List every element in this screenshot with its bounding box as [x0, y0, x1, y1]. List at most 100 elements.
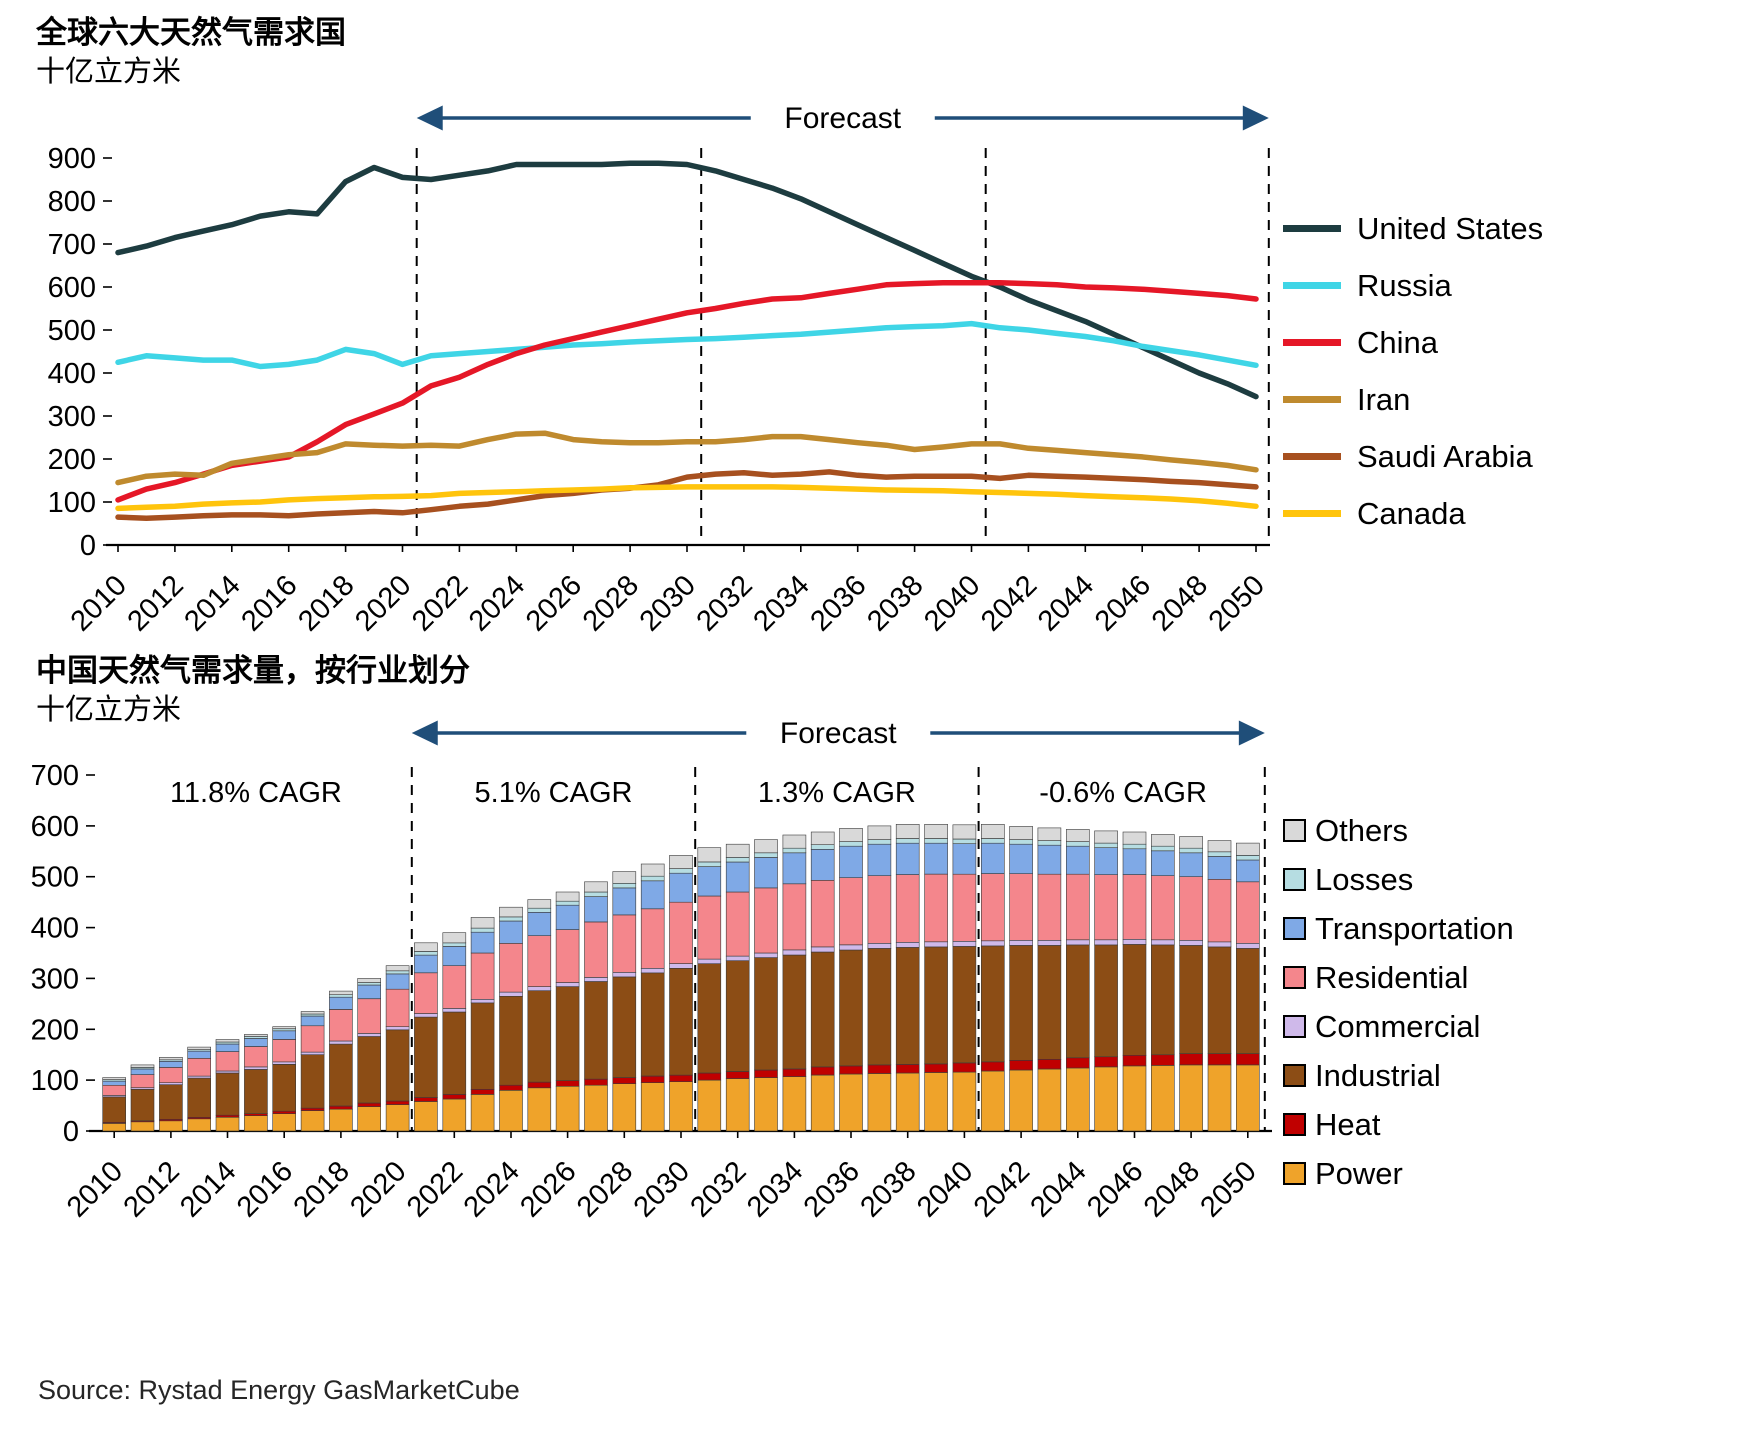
bar-segment-others [725, 843, 750, 858]
bar-segment-losses [1094, 842, 1118, 849]
x-tick-label: 2048 [1146, 569, 1214, 637]
series-lines [115, 160, 1259, 522]
top-chart-header: 全球六大天然气需求国 十亿立方米 [36, 14, 346, 89]
losses-color-swatch [1283, 868, 1306, 891]
bar-segment-transportation [1207, 856, 1232, 880]
bar-segment-residential [1207, 879, 1232, 943]
bar-segment-industrial [810, 951, 835, 1068]
bar-segment-others [300, 1011, 325, 1015]
bar-segment-others [130, 1064, 155, 1068]
y-tick-label: 500 [31, 862, 79, 894]
bar-segment-others [980, 824, 1005, 839]
bar-segment-commercial [555, 982, 580, 987]
legend-item-residential: Residential [1283, 953, 1514, 1002]
y-tick-label: 300 [48, 401, 96, 433]
top-chart-title: 全球六大天然气需求国 [36, 15, 346, 51]
bar-segment-industrial [1037, 945, 1062, 1060]
forecast-right-arrowhead [1242, 105, 1269, 131]
bar-segment-commercial [215, 1070, 240, 1074]
bar-segment-losses [1037, 840, 1062, 846]
bar-segment-others [555, 891, 580, 902]
stacked-bar-chart: Forecast01002003004005006007002010201220… [31, 717, 1272, 1224]
bar-segment-commercial [442, 1008, 467, 1013]
bar-segment-commercial [952, 941, 977, 947]
x-tick-label: 2034 [748, 569, 816, 637]
x-axis: 2010201220142016201820202022202420262028… [65, 543, 1271, 638]
bar-segment-others [499, 906, 523, 918]
bar-segment-others [754, 839, 778, 854]
bar-segment-transportation [1066, 845, 1090, 875]
bar-segment-power [725, 1078, 750, 1132]
bar-segment-power [1122, 1065, 1147, 1132]
bar-segment-losses [782, 847, 807, 854]
bar-segment-commercial [1066, 939, 1090, 946]
bar-segment-power [159, 1120, 183, 1132]
bar-segment-industrial [697, 963, 722, 1074]
bar-segment-heat [584, 1078, 608, 1086]
x-tick-label: 2010 [61, 1155, 129, 1223]
bar-segment-power [1179, 1064, 1203, 1132]
bar-segment-losses [329, 994, 353, 998]
bar-segment-transportation [839, 845, 863, 878]
bar-segment-residential [697, 895, 722, 960]
bar-segment-residential [1094, 874, 1118, 941]
y-axis: 0 100 200 300 400 500 600 700 [31, 760, 95, 1148]
bar-segment-heat [839, 1065, 863, 1075]
bar-segment-losses [867, 839, 892, 845]
bar-segment-others [782, 834, 807, 849]
x-tick-label: 2040 [918, 569, 986, 637]
united-states-color-swatch [1283, 225, 1341, 232]
bottom-chart-unit-label: 十亿立方米 [36, 691, 182, 726]
line-iran [115, 430, 1259, 486]
bar-segment-transportation [385, 973, 410, 990]
bar-segment-power [754, 1077, 778, 1132]
x-tick-label: 2050 [1195, 1155, 1263, 1223]
x-tick-label: 2050 [1203, 569, 1271, 637]
bar-segment-losses [470, 927, 495, 933]
bar-segment-residential [952, 873, 977, 942]
y-tick-label: 900 [48, 143, 96, 175]
bar-segment-heat [867, 1064, 892, 1074]
bars-commercial [102, 939, 1260, 1098]
bar-segment-heat [1236, 1053, 1260, 1066]
bar-segment-others [697, 847, 722, 863]
bar-segment-power [640, 1082, 665, 1132]
bar-segment-commercial [640, 967, 665, 974]
bar-segment-transportation [697, 866, 722, 897]
bar-segment-industrial [1179, 945, 1203, 1054]
bar-segment-power [1037, 1068, 1062, 1132]
x-tick-label: 2030 [634, 569, 702, 637]
y-tick-label: 0 [80, 530, 96, 562]
bar-segment-transportation [414, 954, 438, 974]
bar-segment-losses [1236, 855, 1260, 861]
bar-segment-residential [584, 921, 608, 978]
legend-label-canada: Canada [1357, 495, 1466, 531]
x-tick-label: 2036 [804, 569, 872, 637]
bar-segment-transportation [895, 842, 920, 875]
bar-segment-power [980, 1070, 1005, 1132]
bar-segment-others [1122, 831, 1147, 845]
bar-segment-industrial [867, 948, 892, 1066]
bar-segment-others [1066, 829, 1090, 842]
bar-segment-losses [725, 857, 750, 863]
bar-segment-losses [980, 838, 1005, 844]
power-color-swatch [1283, 1162, 1306, 1185]
x-tick-label: 2016 [231, 1155, 299, 1223]
bar-segment-commercial [669, 963, 693, 969]
bar-segment-transportation [810, 849, 835, 881]
x-tick-label: 2040 [911, 1155, 979, 1223]
bar-segment-industrial [159, 1084, 183, 1120]
bar-segment-industrial [442, 1011, 467, 1095]
bar-segment-power [867, 1073, 892, 1132]
bar-segment-transportation [527, 912, 552, 937]
bar-segment-heat [414, 1097, 438, 1102]
bar-segment-industrial [385, 1029, 410, 1102]
bar-segment-heat [499, 1084, 523, 1091]
bar-segment-heat [272, 1110, 297, 1115]
bar-segment-heat [669, 1074, 693, 1083]
bar-segment-industrial [1236, 948, 1260, 1054]
bar-segment-transportation [640, 880, 665, 910]
bar-segment-others [640, 863, 665, 877]
bar-segment-transportation [754, 857, 778, 889]
bar-segment-residential [329, 1009, 353, 1042]
